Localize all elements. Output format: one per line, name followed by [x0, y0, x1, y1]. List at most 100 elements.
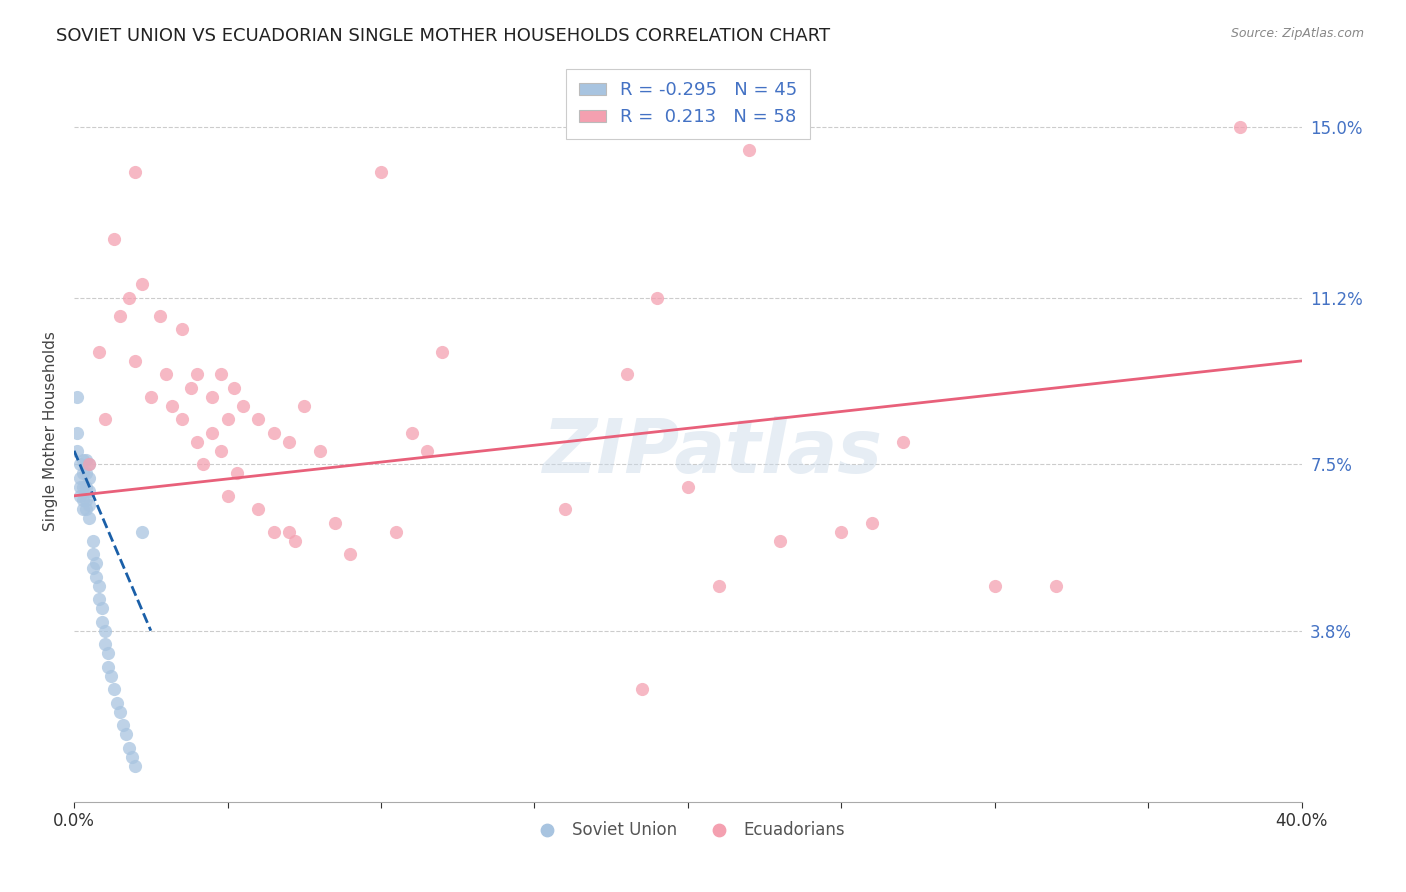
- Point: [830, 524, 852, 539]
- Point: [79, 471, 101, 485]
- Point: [121, 749, 143, 764]
- Point: [69, 480, 91, 494]
- Point: [69, 489, 91, 503]
- Point: [209, 443, 232, 458]
- Point: [90, 601, 112, 615]
- Point: [308, 443, 330, 458]
- Point: [370, 165, 392, 179]
- Point: [738, 143, 761, 157]
- Point: [72, 502, 94, 516]
- Point: [82, 547, 104, 561]
- Point: [278, 524, 301, 539]
- Point: [323, 516, 346, 530]
- Point: [72, 467, 94, 481]
- Point: [72, 480, 94, 494]
- Point: [87, 579, 110, 593]
- Point: [645, 291, 668, 305]
- Point: [79, 458, 101, 472]
- Point: [84, 570, 107, 584]
- Point: [416, 443, 439, 458]
- Point: [72, 493, 94, 508]
- Point: [186, 434, 208, 449]
- Legend: Soviet Union, Ecuadorians: Soviet Union, Ecuadorians: [524, 814, 852, 846]
- Point: [1045, 579, 1067, 593]
- Point: [554, 502, 576, 516]
- Point: [79, 511, 101, 525]
- Point: [1229, 120, 1251, 134]
- Point: [112, 718, 135, 732]
- Point: [75, 467, 97, 481]
- Point: [284, 533, 307, 548]
- Text: SOVIET UNION VS ECUADORIAN SINGLE MOTHER HOUSEHOLDS CORRELATION CHART: SOVIET UNION VS ECUADORIAN SINGLE MOTHER…: [56, 27, 831, 45]
- Point: [201, 425, 224, 440]
- Point: [292, 399, 315, 413]
- Point: [75, 493, 97, 508]
- Point: [180, 381, 202, 395]
- Point: [75, 480, 97, 494]
- Point: [278, 434, 301, 449]
- Point: [124, 758, 146, 772]
- Point: [170, 322, 193, 336]
- Point: [100, 668, 122, 682]
- Point: [103, 682, 125, 697]
- Point: [217, 412, 239, 426]
- Point: [631, 682, 654, 697]
- Point: [97, 646, 120, 660]
- Point: [72, 452, 94, 467]
- Text: Source: ZipAtlas.com: Source: ZipAtlas.com: [1230, 27, 1364, 40]
- Point: [82, 533, 104, 548]
- Point: [209, 368, 232, 382]
- Point: [124, 165, 146, 179]
- Point: [201, 390, 224, 404]
- Point: [69, 458, 91, 472]
- Point: [66, 390, 89, 404]
- Point: [118, 740, 141, 755]
- Point: [108, 705, 131, 719]
- Point: [105, 696, 128, 710]
- Point: [94, 637, 117, 651]
- Text: ZIPatlas: ZIPatlas: [543, 417, 883, 490]
- Point: [115, 727, 138, 741]
- Point: [217, 489, 239, 503]
- Point: [984, 579, 1007, 593]
- Point: [103, 232, 125, 246]
- Point: [191, 458, 214, 472]
- Point: [616, 368, 638, 382]
- Point: [90, 615, 112, 629]
- Point: [339, 547, 361, 561]
- Point: [75, 502, 97, 516]
- Point: [69, 471, 91, 485]
- Point: [108, 309, 131, 323]
- Point: [860, 516, 883, 530]
- Point: [247, 412, 270, 426]
- Point: [222, 381, 245, 395]
- Point: [87, 592, 110, 607]
- Point: [94, 624, 117, 638]
- Point: [155, 368, 177, 382]
- Point: [79, 484, 101, 499]
- Point: [131, 277, 153, 292]
- Point: [79, 458, 101, 472]
- Point: [87, 344, 110, 359]
- Point: [82, 560, 104, 574]
- Point: [84, 556, 107, 570]
- Point: [139, 390, 162, 404]
- Point: [232, 399, 254, 413]
- Point: [94, 412, 117, 426]
- Point: [247, 502, 270, 516]
- Point: [186, 368, 208, 382]
- Point: [676, 480, 699, 494]
- Point: [79, 498, 101, 512]
- Point: [170, 412, 193, 426]
- Point: [131, 524, 153, 539]
- Point: [263, 425, 285, 440]
- Point: [75, 452, 97, 467]
- Point: [149, 309, 172, 323]
- Point: [432, 344, 454, 359]
- Point: [225, 467, 247, 481]
- Point: [97, 659, 120, 673]
- Point: [707, 579, 730, 593]
- Point: [769, 533, 792, 548]
- Point: [263, 524, 285, 539]
- Y-axis label: Single Mother Households: Single Mother Households: [44, 331, 58, 531]
